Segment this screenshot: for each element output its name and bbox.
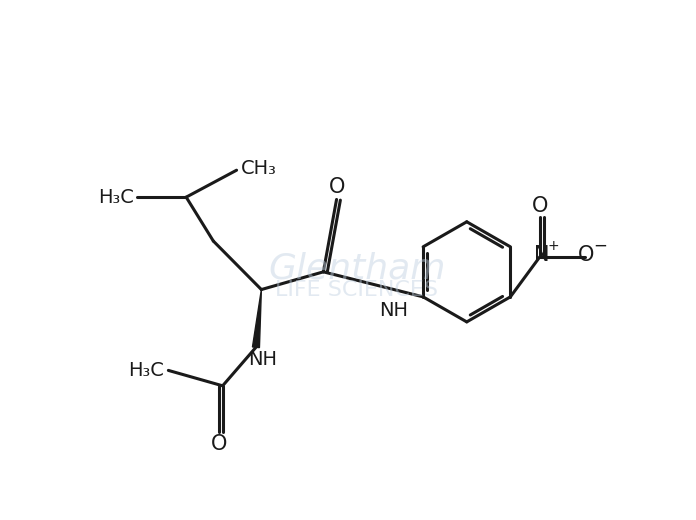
Text: O: O [211, 434, 227, 454]
Text: H₃C: H₃C [97, 188, 134, 206]
Text: CH₃: CH₃ [240, 159, 276, 178]
Text: O: O [578, 245, 594, 265]
Text: N: N [534, 245, 549, 265]
Text: LIFE SCIENCES: LIFE SCIENCES [275, 280, 438, 300]
Polygon shape [253, 290, 262, 348]
Text: O: O [532, 196, 548, 216]
Text: Glentham: Glentham [268, 252, 445, 286]
Text: H₃C: H₃C [129, 361, 164, 380]
Text: +: + [548, 239, 560, 253]
Text: O: O [329, 177, 345, 197]
Text: −: − [593, 237, 607, 255]
Text: NH: NH [248, 350, 276, 369]
Text: NH: NH [379, 301, 408, 320]
